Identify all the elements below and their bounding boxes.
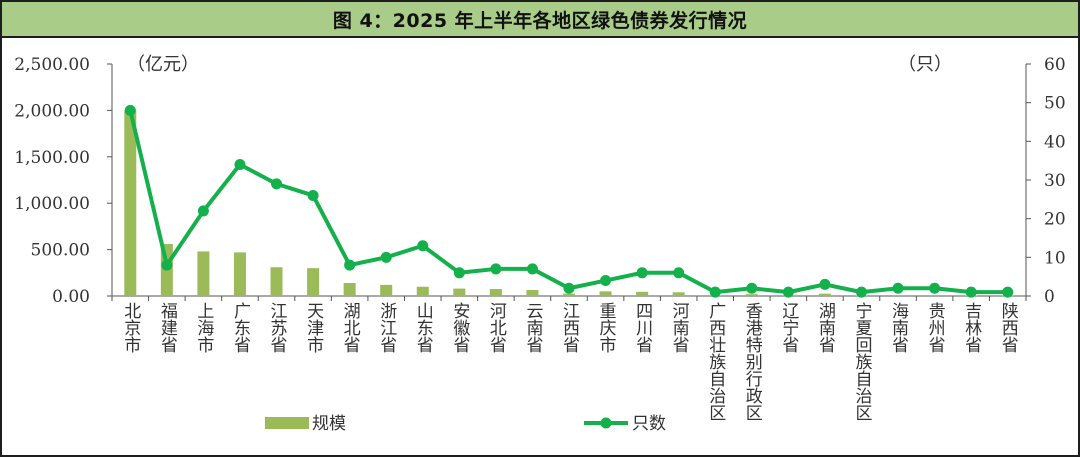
line-point [417, 240, 429, 252]
category-label: 安徽省 [449, 302, 470, 353]
line-point [124, 104, 136, 116]
category-label: 贵州省 [925, 302, 946, 353]
category-label: 山东省 [413, 302, 434, 353]
legend-label-line: 只数 [632, 414, 666, 434]
line-point [526, 263, 538, 275]
category-label: 浙江省 [376, 302, 397, 353]
title-bar: 图 4：2025 年上半年各地区绿色债券发行情况 [2, 2, 1078, 38]
line-point [782, 286, 794, 298]
category-label: 河北省 [486, 302, 507, 353]
category-label: 吉林省 [961, 302, 982, 353]
line-point [161, 259, 173, 271]
right-tick-label: 50 [1044, 94, 1066, 114]
bar [380, 284, 393, 296]
left-tick-label: 1,000.00 [14, 194, 90, 214]
category-label: 广西壮族自治区 [705, 302, 726, 421]
bar [489, 289, 502, 296]
bar [599, 291, 612, 296]
bar [343, 283, 356, 296]
category-label: 湖南省 [815, 302, 836, 353]
category-label: 广东省 [230, 302, 251, 353]
right-tick-label: 0 [1044, 287, 1055, 307]
left-unit-label: （亿元） [127, 54, 199, 75]
line-point [271, 178, 283, 190]
left-tick-label: 0.00 [52, 287, 90, 307]
left-tick-label: 2,500.00 [14, 55, 90, 75]
line-point [344, 259, 356, 271]
bar [636, 291, 649, 296]
category-label: 上海市 [193, 302, 214, 353]
line-point [453, 267, 465, 279]
category-label: 四川省 [632, 302, 653, 353]
right-tick-label: 10 [1044, 248, 1066, 268]
category-label: 海南省 [888, 302, 909, 353]
line-point [380, 251, 392, 263]
category-label: 重庆市 [596, 302, 617, 353]
bar [233, 252, 246, 296]
left-tick-label: 500.00 [31, 241, 90, 261]
line-point [563, 282, 575, 294]
category-label: 陕西省 [998, 302, 1019, 353]
category-label: 河南省 [669, 302, 690, 353]
right-tick-label: 40 [1044, 132, 1066, 152]
right-tick-label: 60 [1044, 55, 1066, 75]
bar [416, 286, 429, 296]
chart-title: 图 4：2025 年上半年各地区绿色债券发行情况 [332, 9, 748, 32]
line-point [819, 278, 831, 290]
bar [270, 267, 283, 296]
category-label: 北京市 [120, 302, 141, 353]
category-label: 福建省 [157, 302, 178, 353]
line-point [965, 286, 977, 298]
bar [563, 293, 575, 296]
bar [745, 294, 758, 296]
right-unit-label: （只） [898, 54, 952, 75]
legend-swatch-marker [600, 417, 612, 429]
bar [197, 251, 210, 296]
category-label: 云南省 [522, 302, 543, 353]
bar [928, 295, 941, 296]
bar [892, 295, 905, 296]
line-series [128, 109, 1008, 295]
line-point [234, 159, 246, 171]
left-tick-label: 2,000.00 [14, 101, 90, 121]
line-point [197, 205, 209, 217]
line-point [636, 267, 648, 279]
category-label: 天津市 [303, 302, 324, 353]
line-point [600, 275, 612, 287]
line-point [490, 263, 502, 275]
bar [453, 288, 466, 296]
category-label: 宁夏回族自治区 [851, 302, 872, 421]
category-label: 香港特别行政区 [742, 302, 763, 421]
right-tick-label: 20 [1044, 210, 1066, 230]
line-point [892, 282, 904, 294]
bar [307, 268, 320, 296]
line-point [855, 286, 867, 298]
line-point [1002, 286, 1014, 298]
category-label: 江西省 [559, 302, 580, 353]
legend-swatch-bar [265, 417, 309, 429]
line-point [929, 282, 941, 294]
category-label: 湖北省 [340, 302, 361, 353]
legend-label-bar: 规模 [312, 414, 346, 434]
bar [672, 292, 685, 296]
line-point [673, 267, 685, 279]
category-label: 江苏省 [267, 302, 288, 353]
line-point [746, 282, 758, 294]
bar [526, 289, 539, 296]
line-point [307, 189, 319, 201]
category-label: 辽宁省 [778, 302, 799, 353]
left-tick-label: 1,500.00 [14, 148, 90, 168]
chart-svg: 0.00 500.00 1,000.00 1,500.00 2,000.00 2,500.… [14, 54, 1066, 434]
right-tick-label: 30 [1044, 171, 1066, 191]
bar [124, 110, 137, 297]
line-point [709, 286, 721, 298]
bar [818, 293, 831, 296]
